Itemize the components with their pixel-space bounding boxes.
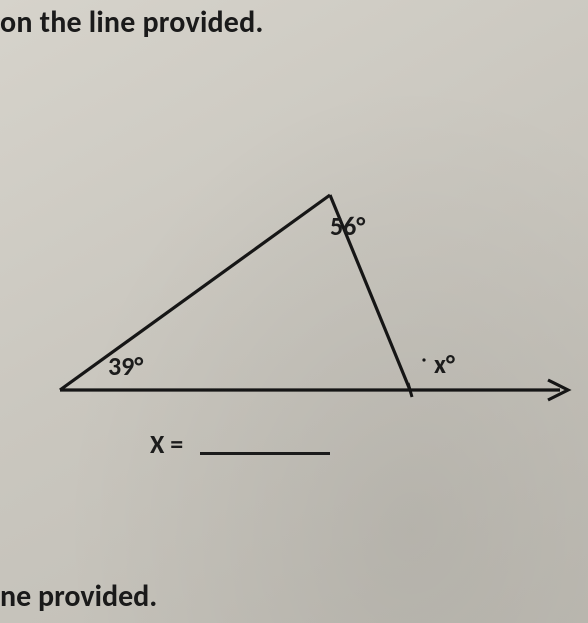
vertex-tick [408, 383, 412, 397]
answer-prefix: X = [150, 428, 183, 460]
instruction-fragment-bottom: ne provided. [0, 578, 157, 615]
stray-dot [422, 358, 425, 361]
triangle-svg [0, 80, 588, 500]
angle-top-56: 56° [330, 210, 365, 242]
angle-exterior-x: x° [434, 348, 455, 380]
page-scan: on the line provided. 39° 56° x° X = ne … [0, 0, 588, 623]
triangle-left-side [60, 195, 330, 390]
instruction-fragment-top: on the line provided. [0, 4, 264, 41]
answer-blank-line[interactable] [200, 452, 330, 455]
angle-left-39: 39° [108, 350, 143, 382]
triangle-diagram: 39° 56° x° X = [0, 80, 588, 440]
